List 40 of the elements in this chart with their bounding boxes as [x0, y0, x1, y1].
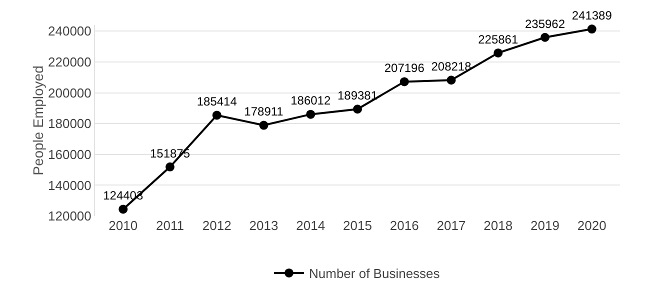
y-tick-label: 200000 [48, 85, 92, 100]
point [259, 120, 268, 130]
data-label: 207196 [384, 61, 425, 76]
y-tick-label: 120000 [48, 208, 92, 224]
point [353, 104, 362, 114]
data-label: 225861 [478, 32, 518, 46]
x-tick-label: 2010 [108, 218, 138, 233]
point [166, 162, 174, 172]
data-label: 208218 [431, 59, 472, 74]
y-tick-label: 220000 [48, 54, 92, 70]
data-label: 186012 [290, 94, 331, 108]
y-tick-label: 160000 [48, 146, 92, 162]
point [494, 48, 503, 58]
data-label: 178911 [244, 104, 284, 119]
data-label: 185414 [196, 94, 238, 109]
x-tick-label: 2013 [249, 218, 278, 233]
x-tick-label: 2012 [202, 218, 232, 233]
y-tick-label: 140000 [48, 178, 92, 193]
x-tick-label: 2016 [390, 218, 419, 233]
point [118, 204, 128, 214]
x-tick-label: 2011 [156, 218, 184, 233]
x-tick-label: 2020 [577, 218, 606, 233]
point [587, 24, 596, 34]
point [540, 32, 550, 42]
data-label: 189381 [337, 88, 378, 103]
x-tick-label: 2017 [436, 218, 466, 233]
data-label: 241389 [572, 8, 612, 22]
y-tick-label: 180000 [48, 116, 92, 132]
y-tick-label: 240000 [48, 24, 92, 39]
x-tick-label: 2018 [484, 218, 513, 233]
data-label: 235962 [524, 16, 566, 31]
x-tick-label: 2014 [296, 218, 326, 233]
point [306, 110, 316, 119]
y-axis-title: People Employed [30, 66, 46, 176]
x-tick-label: 2015 [343, 218, 372, 233]
point [446, 76, 456, 85]
x-tick-label: 2019 [530, 218, 560, 233]
point [400, 77, 409, 86]
point [212, 110, 222, 120]
legend-label: Number of Businesses [309, 266, 440, 282]
